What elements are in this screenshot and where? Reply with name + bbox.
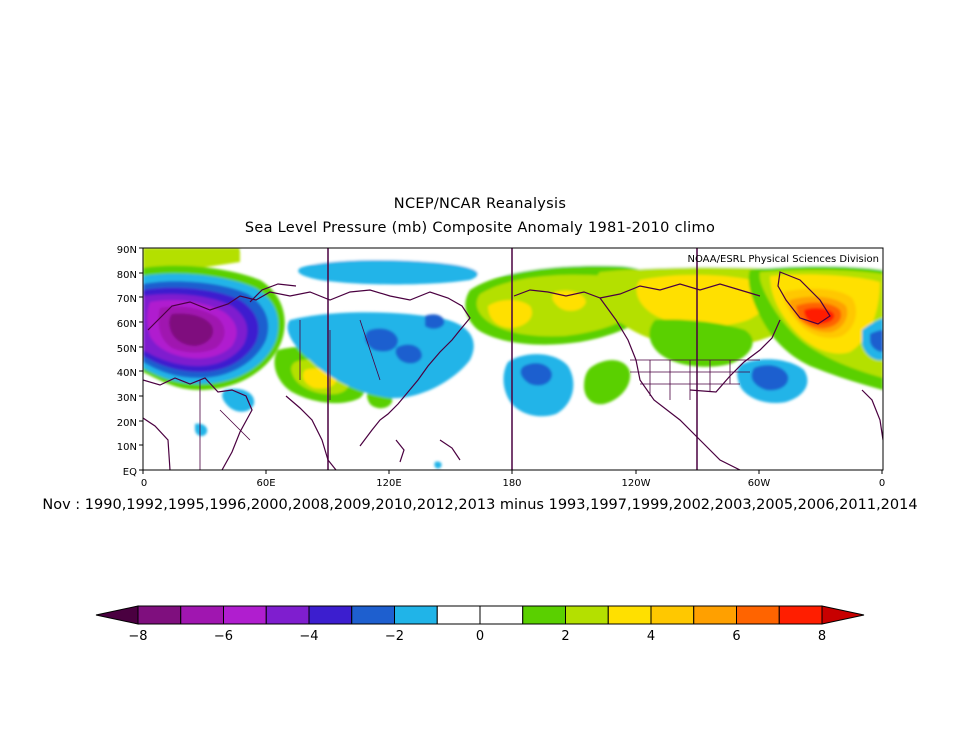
coast-africa [143, 377, 253, 470]
us-state-borders [630, 359, 760, 400]
lat-label-10n: 10N [117, 442, 137, 453]
coast-scandinavia [249, 283, 297, 303]
latitude-labels: 90N 80N 70N 60N 50N 40N 30N 20N 10N EQ [117, 245, 137, 478]
colorbar-cell [223, 605, 267, 625]
anomaly-canada-high-core [636, 274, 770, 327]
colorbar-cell [180, 605, 224, 625]
colorbar-label: 8 [818, 629, 826, 644]
coastlines [143, 271, 883, 470]
map-title-line1: NCEP/NCAR Reanalysis [393, 196, 567, 212]
colorbar-cell [137, 605, 182, 625]
anomaly-siberia-low-core2 [395, 344, 422, 364]
lat-label-70n: 70N [117, 294, 137, 305]
anomaly-epac-positive [584, 360, 631, 405]
lat-ticks [139, 247, 143, 471]
lat-label-90n: 90N [117, 245, 137, 256]
credit-text: NOAA/ESRL Physical Sciences Division [688, 254, 880, 265]
colorbar-cell [607, 605, 652, 625]
colorbar-cell [736, 605, 780, 625]
coast-north-america [513, 283, 781, 470]
lat-label-30n: 30N [117, 393, 137, 404]
lon-label-0-right: 0 [879, 478, 885, 489]
colorbar-label: −8 [128, 629, 147, 644]
colorbar-cell [265, 605, 310, 625]
anomaly-atlantic-low-core [751, 365, 789, 391]
colorbar-label: 2 [561, 629, 569, 644]
anomaly-siberia-low-core1 [365, 328, 398, 352]
colorbar-cell [351, 605, 395, 625]
colorbar-cell [693, 605, 737, 625]
colorbar-cell [479, 605, 524, 625]
coast-iberia [861, 389, 883, 441]
colorbar-cell [308, 605, 353, 625]
colorbar: −8 −6 −4 −2 0 2 4 6 8 [95, 605, 865, 644]
anomaly-npac-high-core2 [552, 290, 586, 311]
anomaly-mideast-low [222, 388, 255, 412]
lon-label-180: 180 [502, 478, 521, 489]
anomaly-pacific-low-small [434, 461, 442, 469]
anomaly-atlantic-low-edge-core [870, 330, 883, 352]
lat-label-40n: 40N [117, 368, 137, 379]
colorbar-cell [436, 605, 481, 625]
map-title-line2: Sea Level Pressure (mb) Composite Anomal… [244, 220, 716, 236]
colorbar-label: −6 [214, 629, 233, 644]
lon-label-60e: 60E [256, 478, 275, 489]
colorbar-label: −4 [299, 629, 318, 644]
colorbar-label: 0 [476, 629, 484, 644]
lat-label-eq: EQ [123, 467, 137, 478]
longitude-labels: 0 60E 120E 180 120W 60W 0 [141, 478, 885, 489]
colorbar-cell [650, 605, 695, 625]
colorbar-cells [137, 605, 823, 625]
coast-maritime-islands [395, 439, 461, 463]
anomaly-siberia-low-core3 [425, 314, 445, 329]
lat-label-80n: 80N [117, 270, 137, 281]
anomaly-npac-high-core1 [488, 300, 532, 328]
borders [199, 319, 760, 470]
lat-label-60n: 60N [117, 319, 137, 330]
colorbar-labels: −8 −6 −4 −2 0 2 4 6 8 [128, 629, 826, 644]
lat-label-20n: 20N [117, 418, 137, 429]
anomaly-us-positive [649, 319, 753, 367]
anomaly-africa-low [195, 423, 208, 437]
lon-label-120w: 120W [622, 478, 651, 489]
colorbar-under-arrow [95, 605, 139, 625]
colorbar-label: 6 [732, 629, 740, 644]
meridian-lines [327, 248, 698, 470]
eurasia-borders [199, 319, 381, 470]
composite-years-caption: Nov : 1990,1992,1995,1996,2000,2008,2009… [42, 497, 918, 513]
anomaly-arctic-low [298, 260, 478, 285]
colorbar-cell [565, 605, 609, 625]
anomaly-shading [143, 248, 883, 469]
colorbar-cell [394, 605, 438, 625]
lat-label-50n: 50N [117, 344, 137, 355]
lon-label-120e: 120E [376, 478, 401, 489]
coast-greenland [777, 271, 831, 325]
colorbar-label: 4 [647, 629, 655, 644]
anomaly-pacific-low-core [520, 363, 552, 386]
lon-label-60w: 60W [748, 478, 771, 489]
anomaly-siberia-low [287, 312, 474, 399]
colorbar-cell [522, 605, 566, 625]
anomaly-greenland-high-core [804, 307, 835, 324]
lon-label-0-left: 0 [141, 478, 147, 489]
lon-ticks [142, 470, 883, 474]
map-frame [142, 247, 884, 471]
coast-eurasia [147, 289, 471, 470]
colorbar-cell [778, 605, 823, 625]
colorbar-label: −2 [385, 629, 404, 644]
colorbar-over-arrow [821, 605, 865, 625]
anomaly-europe-low-core [169, 313, 214, 346]
